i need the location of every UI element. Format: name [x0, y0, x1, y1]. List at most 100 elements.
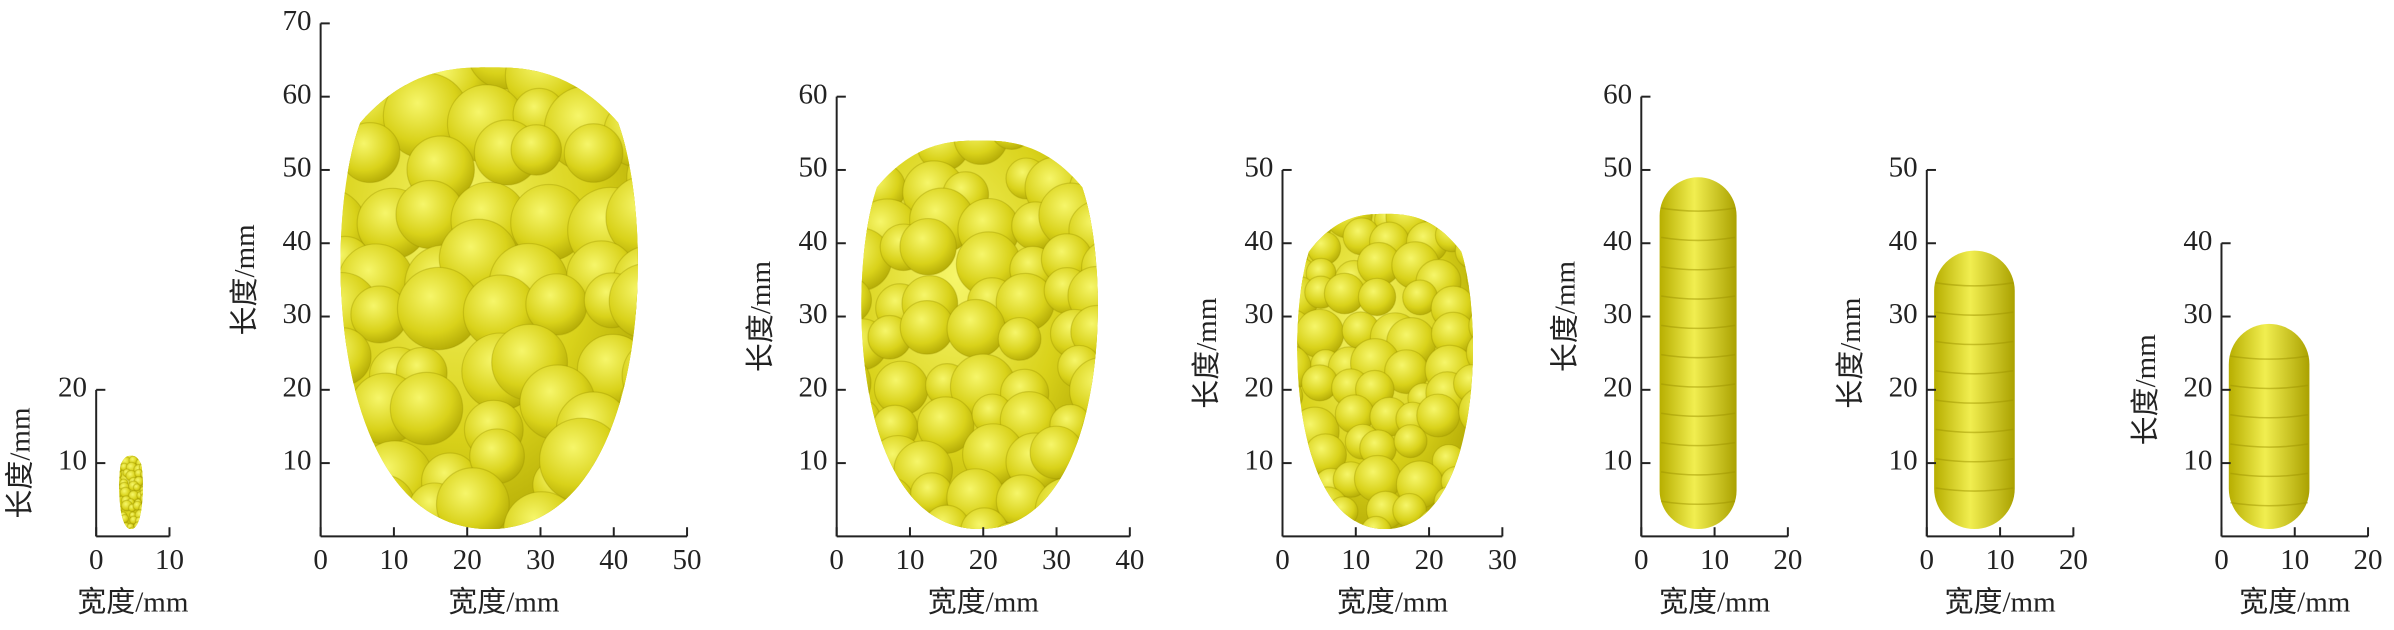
cell — [142, 475, 143, 487]
segment-line — [1661, 324, 1736, 330]
cell — [1434, 217, 1470, 253]
cell — [946, 298, 1006, 359]
x-tick-label: 20 — [453, 544, 482, 576]
segment-line — [1661, 353, 1736, 359]
cell — [633, 454, 638, 516]
cell — [861, 397, 882, 446]
segment-line — [1935, 370, 2014, 375]
kernel-body — [2228, 323, 2310, 530]
cell — [899, 300, 955, 355]
cell — [619, 362, 638, 447]
cell — [1469, 277, 1473, 315]
cell — [861, 276, 873, 325]
cell — [119, 525, 124, 530]
segment-line — [1661, 383, 1736, 388]
segment-line — [1661, 295, 1736, 300]
cell — [119, 515, 123, 527]
kernel-body — [1934, 250, 2015, 530]
segment-line — [2230, 443, 2309, 448]
cell — [1458, 386, 1473, 437]
y-tick-label: 50 — [799, 152, 828, 184]
x-tick-label: 10 — [2280, 544, 2309, 576]
x-tick-label: 20 — [2354, 544, 2383, 576]
cell — [119, 470, 123, 479]
y-tick-label: 10 — [58, 445, 87, 477]
cell — [340, 327, 372, 387]
cell — [1440, 466, 1472, 497]
cell — [1357, 277, 1397, 317]
kernel-model — [1297, 213, 1473, 530]
cell — [989, 140, 1034, 150]
y-tick-label: 20 — [282, 371, 311, 403]
cell — [1463, 213, 1473, 240]
y-axis-label: 长度/mm — [228, 224, 261, 336]
x-tick-label: 40 — [1115, 544, 1144, 576]
cell — [953, 140, 1009, 166]
y-tick-label: 60 — [1603, 78, 1632, 110]
x-tick-label: 0 — [1275, 544, 1290, 576]
x-axis-label: 宽度/mm — [1945, 586, 2057, 619]
x-axis-label: 宽度/mm — [2239, 586, 2351, 619]
y-tick-label: 30 — [1244, 298, 1273, 330]
segment-line — [1661, 441, 1736, 447]
cell — [131, 526, 142, 530]
cell — [1465, 329, 1473, 377]
cell — [861, 194, 871, 245]
segment-line — [2230, 355, 2309, 360]
cell — [132, 483, 142, 492]
x-tick-label: 10 — [1986, 544, 2015, 576]
y-tick-label: 30 — [2183, 298, 2212, 330]
cell — [881, 140, 925, 153]
kernel-cells — [119, 455, 151, 530]
x-tick-label: 10 — [1700, 544, 1729, 576]
y-tick-label: 60 — [282, 78, 311, 110]
cell — [1433, 486, 1465, 518]
kernel-model — [340, 67, 638, 530]
y-tick-label: 10 — [1889, 445, 1918, 477]
cell — [138, 462, 143, 473]
y-tick-label: 60 — [799, 78, 828, 110]
y-tick-label: 50 — [1603, 152, 1632, 184]
cell — [389, 371, 464, 446]
cell — [1037, 140, 1085, 160]
x-axis-label: 宽度/mm — [1337, 586, 1449, 619]
y-tick-label: 20 — [2183, 371, 2212, 403]
cell — [1068, 356, 1098, 424]
cell — [127, 526, 139, 530]
x-tick-label: 10 — [379, 544, 408, 576]
segment-line — [1661, 236, 1736, 242]
x-tick-label: 0 — [829, 544, 844, 576]
cell — [1327, 496, 1359, 528]
y-axis-label: 长度/mm — [1834, 297, 1867, 409]
cell — [1454, 467, 1473, 513]
kernel-model — [119, 455, 151, 530]
x-tick-label: 0 — [2214, 544, 2229, 576]
segment-line — [2230, 472, 2309, 478]
cell — [144, 523, 151, 530]
x-tick-label: 10 — [1341, 544, 1370, 576]
x-axis-label: 宽度/mm — [448, 586, 560, 619]
kernel-cells — [1297, 213, 1473, 530]
cell — [922, 504, 971, 530]
cell — [621, 336, 638, 415]
y-tick-label: 20 — [1244, 371, 1273, 403]
cell — [1452, 363, 1473, 404]
cell — [119, 496, 121, 506]
segment-line — [2230, 501, 2309, 507]
kernel-model — [1934, 250, 2015, 530]
y-tick-label: 50 — [1244, 152, 1273, 184]
cell — [142, 515, 143, 524]
y-tick-label: 30 — [282, 298, 311, 330]
y-tick-label: 10 — [1244, 445, 1273, 477]
x-tick-label: 20 — [1415, 544, 1444, 576]
cell — [959, 507, 1009, 530]
segment-line — [1935, 487, 2014, 492]
x-tick-label: 10 — [155, 544, 184, 576]
cell — [510, 124, 563, 176]
segment-line — [1935, 428, 2014, 434]
y-tick-label: 70 — [282, 5, 311, 37]
cell — [352, 474, 416, 530]
kernel-model — [2228, 323, 2310, 530]
cell — [552, 67, 608, 82]
